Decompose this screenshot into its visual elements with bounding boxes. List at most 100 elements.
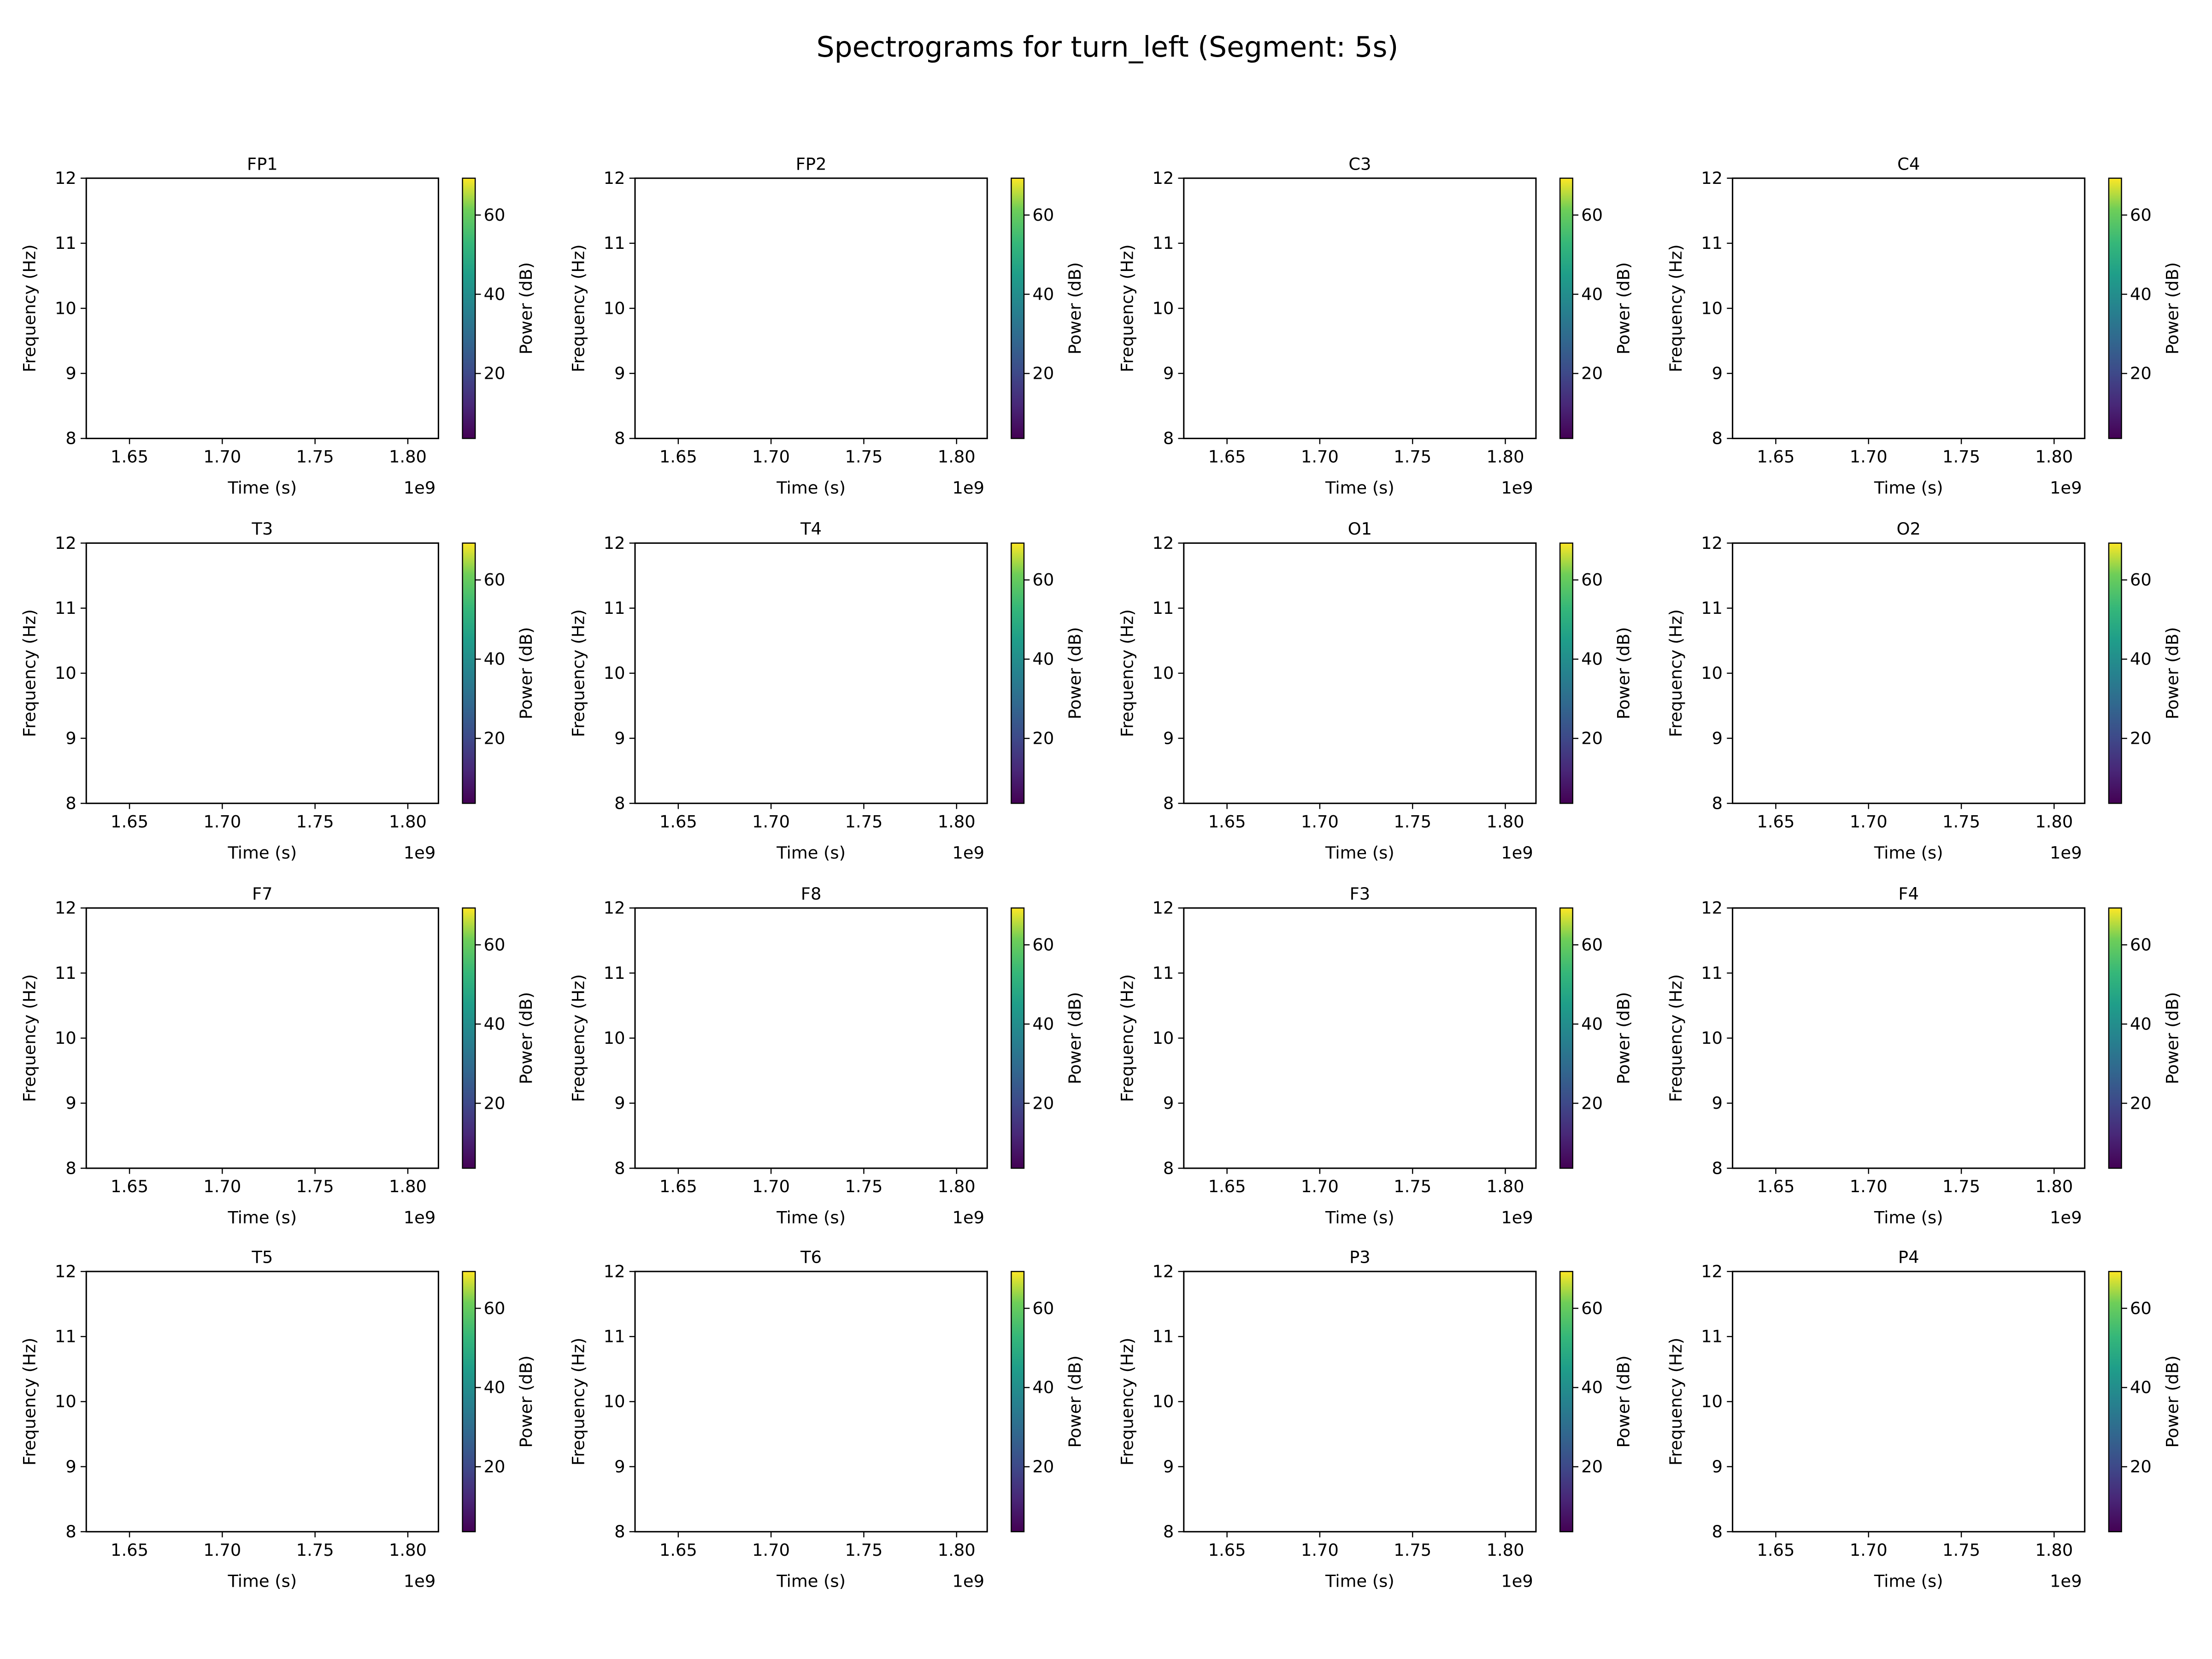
x-offset-label: 1e9 — [953, 1571, 985, 1591]
subplot-title: T3 — [251, 519, 273, 539]
colorbar: 20 40 60 Power (dB) — [462, 542, 536, 804]
y-tick-label: 9 — [1712, 1093, 1723, 1113]
colorbar-tick-label: 20 — [484, 364, 506, 383]
y-axis-label: Frequency (Hz) — [20, 244, 40, 372]
x-tick-label: 1.80 — [1487, 1177, 1524, 1196]
plot-area — [85, 177, 439, 439]
colorbar-tick-label: 40 — [1581, 1014, 1603, 1034]
y-tick-label: 9 — [1712, 1457, 1723, 1477]
y-tick-label: 9 — [65, 728, 76, 748]
y-tick-label: 11 — [604, 1327, 625, 1347]
colorbar-tick-label: 20 — [2130, 1457, 2152, 1477]
colorbar-gradient — [462, 177, 476, 439]
y-axis-label: Frequency (Hz) — [20, 609, 40, 737]
subplot-title: F7 — [252, 884, 273, 904]
x-offset-label: 1e9 — [953, 843, 985, 863]
x-tick-label: 1.65 — [111, 447, 148, 467]
y-tick-label: 8 — [1163, 793, 1174, 813]
subplot-fp2: FP2 1.65 1.70 1.75 1.80 8 9 10 11 12 Time (s) 1e9 Fr… — [569, 154, 1085, 498]
x-tick-label: 1.70 — [752, 1540, 790, 1560]
y-tick-label: 8 — [65, 793, 76, 813]
x-tick-label: 1.65 — [659, 1177, 697, 1196]
y-axis-label: Frequency (Hz) — [1666, 609, 1686, 737]
x-tick-label: 1.80 — [2035, 812, 2073, 831]
x-offset-label: 1e9 — [404, 478, 436, 498]
y-axis-label: Frequency (Hz) — [569, 1338, 588, 1466]
colorbar-tick-label: 60 — [2130, 205, 2152, 225]
colorbar: 20 40 60 Power (dB) — [1011, 542, 1085, 804]
x-tick-label: 1.80 — [938, 1177, 976, 1196]
colorbar-label: Power (dB) — [2162, 262, 2182, 354]
colorbar-gradient — [1559, 542, 1574, 804]
colorbar-tick-label: 20 — [1032, 729, 1054, 748]
subplot-title: T5 — [251, 1247, 273, 1267]
y-tick-label: 8 — [65, 1158, 76, 1178]
y-axis-label: Frequency (Hz) — [1666, 1338, 1686, 1466]
colorbar-label: Power (dB) — [1614, 627, 1634, 719]
subplot-c3: C3 1.65 1.70 1.75 1.80 8 9 10 11 12 Time (s) 1e9 Fre… — [1117, 154, 1633, 498]
y-axis-label: Frequency (Hz) — [569, 609, 588, 737]
plot-area — [634, 542, 988, 804]
colorbar-label: Power (dB) — [516, 992, 536, 1084]
y-tick-label: 8 — [1163, 429, 1174, 448]
plot-area — [1732, 177, 2086, 439]
y-tick-label: 8 — [1712, 429, 1723, 448]
y-tick-label: 10 — [1701, 298, 1723, 318]
colorbar-tick-label: 40 — [2130, 284, 2152, 304]
colorbar-label: Power (dB) — [2162, 1355, 2182, 1447]
colorbar-tick-label: 40 — [1032, 284, 1054, 304]
y-tick-label: 9 — [1163, 1457, 1174, 1477]
subplot-title: F8 — [801, 884, 822, 904]
colorbar-label: Power (dB) — [1614, 262, 1634, 354]
colorbar-tick-label: 20 — [2130, 1093, 2152, 1113]
colorbar-tick-label: 40 — [1032, 1014, 1054, 1034]
x-tick-label: 1.75 — [1394, 447, 1431, 467]
x-tick-label: 1.80 — [938, 447, 976, 467]
colorbar-tick-label: 40 — [484, 1014, 506, 1034]
colorbar-tick-label: 40 — [484, 284, 506, 304]
x-offset-label: 1e9 — [2050, 1208, 2082, 1228]
subplot-title: F4 — [1898, 884, 1919, 904]
y-tick-label: 12 — [1701, 1261, 1723, 1281]
x-tick-label: 1.75 — [1394, 1177, 1431, 1196]
subplot-p3: P3 1.65 1.70 1.75 1.80 8 9 10 11 12 Time (s) 1e9 Fre… — [1117, 1247, 1633, 1591]
y-tick-label: 12 — [1701, 168, 1723, 188]
x-tick-label: 1.75 — [845, 1540, 882, 1560]
x-tick-label: 1.65 — [1757, 812, 1794, 831]
y-tick-label: 11 — [1701, 963, 1723, 983]
x-axis-label: Time (s) — [1874, 843, 1943, 863]
x-axis-label: Time (s) — [1325, 478, 1394, 498]
y-tick-label: 9 — [614, 728, 625, 748]
colorbar-tick-label: 60 — [484, 570, 506, 590]
x-tick-label: 1.75 — [296, 447, 334, 467]
y-tick-label: 10 — [55, 663, 76, 683]
subplot-title: FP2 — [796, 154, 827, 174]
y-tick-label: 12 — [1152, 1261, 1174, 1281]
x-tick-label: 1.65 — [1208, 1177, 1246, 1196]
colorbar-tick-label: 60 — [1032, 570, 1054, 590]
plot-area — [1183, 1271, 1537, 1533]
plot-area — [634, 1271, 988, 1533]
x-tick-label: 1.70 — [1301, 447, 1339, 467]
subplot-f7: F7 1.65 1.70 1.75 1.80 8 9 10 11 12 Time (s) 1e9 Fre… — [20, 884, 536, 1228]
plot-area — [1183, 542, 1537, 804]
y-tick-label: 10 — [1152, 1028, 1174, 1048]
y-tick-label: 12 — [1701, 898, 1723, 918]
y-tick-label: 11 — [1701, 233, 1723, 253]
y-tick-label: 10 — [1701, 1392, 1723, 1412]
y-tick-label: 9 — [614, 1457, 625, 1477]
x-tick-label: 1.70 — [203, 447, 241, 467]
y-tick-label: 11 — [604, 598, 625, 618]
subplot-title: O1 — [1348, 519, 1372, 539]
colorbar-tick-label: 20 — [1581, 1093, 1603, 1113]
x-tick-label: 1.70 — [1850, 812, 1888, 831]
y-tick-label: 10 — [55, 1392, 76, 1412]
y-tick-label: 8 — [1163, 1522, 1174, 1541]
colorbar-tick-label: 20 — [484, 1093, 506, 1113]
colorbar-label: Power (dB) — [1065, 992, 1085, 1084]
subplot-title: F3 — [1350, 884, 1371, 904]
colorbar: 20 40 60 Power (dB) — [2108, 1271, 2182, 1533]
y-tick-label: 8 — [614, 1522, 625, 1541]
x-tick-label: 1.65 — [1757, 1177, 1794, 1196]
x-axis-label: Time (s) — [776, 1571, 846, 1591]
